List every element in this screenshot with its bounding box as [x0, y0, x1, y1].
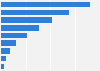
Bar	[1, 25, 39, 31]
Bar	[1, 56, 6, 61]
Bar	[1, 64, 4, 69]
Bar	[1, 33, 28, 38]
Bar	[1, 48, 10, 54]
Bar	[1, 40, 16, 46]
Bar	[1, 2, 90, 7]
Bar	[1, 17, 52, 23]
Bar	[1, 10, 69, 15]
